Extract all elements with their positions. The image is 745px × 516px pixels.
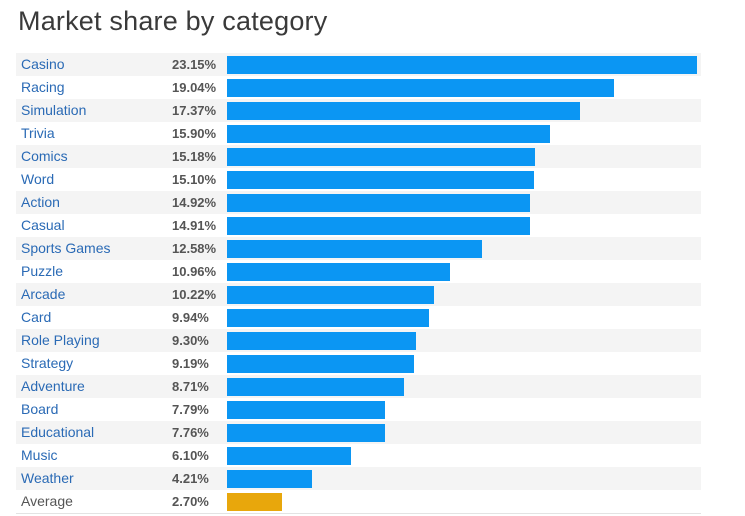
value-label: 9.94% xyxy=(172,310,209,325)
bar xyxy=(227,493,282,511)
category-label[interactable]: Comics xyxy=(21,148,68,164)
value-label: 15.90% xyxy=(172,126,217,141)
bar xyxy=(227,286,434,304)
bar-row: Trivia 15.90% xyxy=(16,122,701,145)
bar-row: Role Playing 9.30% xyxy=(16,329,701,352)
bar xyxy=(227,447,351,465)
chart-baseline xyxy=(16,513,701,514)
bar-row: Racing 19.04% xyxy=(16,76,701,99)
value-label: 9.19% xyxy=(172,356,209,371)
bar-row: Puzzle 10.96% xyxy=(16,260,701,283)
bar-row: Sports Games 12.58% xyxy=(16,237,701,260)
category-label[interactable]: Trivia xyxy=(21,125,55,141)
category-label[interactable]: Action xyxy=(21,194,60,210)
value-label: 6.10% xyxy=(172,448,209,463)
value-label: 19.04% xyxy=(172,80,217,95)
value-label: 12.58% xyxy=(172,241,217,256)
bar xyxy=(227,217,530,235)
bar xyxy=(227,424,385,442)
bar xyxy=(227,102,580,120)
bar xyxy=(227,263,450,281)
bar-row: Adventure 8.71% xyxy=(16,375,701,398)
value-label: 10.96% xyxy=(172,264,217,279)
bar xyxy=(227,240,482,258)
bar xyxy=(227,79,614,97)
bar-row: Strategy 9.19% xyxy=(16,352,701,375)
category-label[interactable]: Puzzle xyxy=(21,263,64,279)
value-label: 14.92% xyxy=(172,195,217,210)
bar-row: Card 9.94% xyxy=(16,306,701,329)
bar-chart: Casino 23.15% Racing 19.04% Simulation 17.37%… xyxy=(16,53,701,513)
bar xyxy=(227,332,416,350)
value-label: 2.70% xyxy=(172,494,209,509)
bar-row: Word 15.10% xyxy=(16,168,701,191)
category-label[interactable]: Simulation xyxy=(21,102,87,118)
category-label[interactable]: Music xyxy=(21,447,58,463)
bar-row: Simulation 17.37% xyxy=(16,99,701,122)
value-label: 10.22% xyxy=(172,287,217,302)
bar xyxy=(227,125,550,143)
value-label: 4.21% xyxy=(172,471,209,486)
category-label[interactable]: Casino xyxy=(21,56,65,72)
value-label: 17.37% xyxy=(172,103,217,118)
category-label[interactable]: Racing xyxy=(21,79,65,95)
bar-row: Average 2.70% xyxy=(16,490,701,513)
category-label[interactable]: Average xyxy=(21,493,73,509)
category-label[interactable]: Board xyxy=(21,401,59,417)
bar-row: Weather 4.21% xyxy=(16,467,701,490)
bar-row: Casino 23.15% xyxy=(16,53,701,76)
bar xyxy=(227,171,534,189)
category-label[interactable]: Weather xyxy=(21,470,74,486)
bar xyxy=(227,470,312,488)
bar xyxy=(227,355,414,373)
bar-row: Music 6.10% xyxy=(16,444,701,467)
chart-title: Market share by category xyxy=(18,6,328,36)
bar xyxy=(227,56,697,74)
category-label[interactable]: Card xyxy=(21,309,52,325)
bar xyxy=(227,378,404,396)
value-label: 7.79% xyxy=(172,402,209,417)
category-label[interactable]: Word xyxy=(21,171,55,187)
bar-row: Arcade 10.22% xyxy=(16,283,701,306)
bar xyxy=(227,401,385,419)
value-label: 9.30% xyxy=(172,333,209,348)
category-label[interactable]: Casual xyxy=(21,217,65,233)
category-label[interactable]: Arcade xyxy=(21,286,66,302)
category-label[interactable]: Adventure xyxy=(21,378,85,394)
category-label[interactable]: Educational xyxy=(21,424,95,440)
bar xyxy=(227,309,429,327)
value-label: 14.91% xyxy=(172,218,217,233)
bar-row: Comics 15.18% xyxy=(16,145,701,168)
value-label: 8.71% xyxy=(172,379,209,394)
bar-row: Educational 7.76% xyxy=(16,421,701,444)
category-label[interactable]: Role Playing xyxy=(21,332,100,348)
category-label[interactable]: Strategy xyxy=(21,355,74,371)
bar-row: Action 14.92% xyxy=(16,191,701,214)
value-label: 23.15% xyxy=(172,57,217,72)
value-label: 15.18% xyxy=(172,149,217,164)
category-label[interactable]: Sports Games xyxy=(21,240,111,256)
bar xyxy=(227,194,530,212)
value-label: 7.76% xyxy=(172,425,209,440)
value-label: 15.10% xyxy=(172,172,217,187)
bar xyxy=(227,148,535,166)
bar-row: Casual 14.91% xyxy=(16,214,701,237)
bar-row: Board 7.79% xyxy=(16,398,701,421)
